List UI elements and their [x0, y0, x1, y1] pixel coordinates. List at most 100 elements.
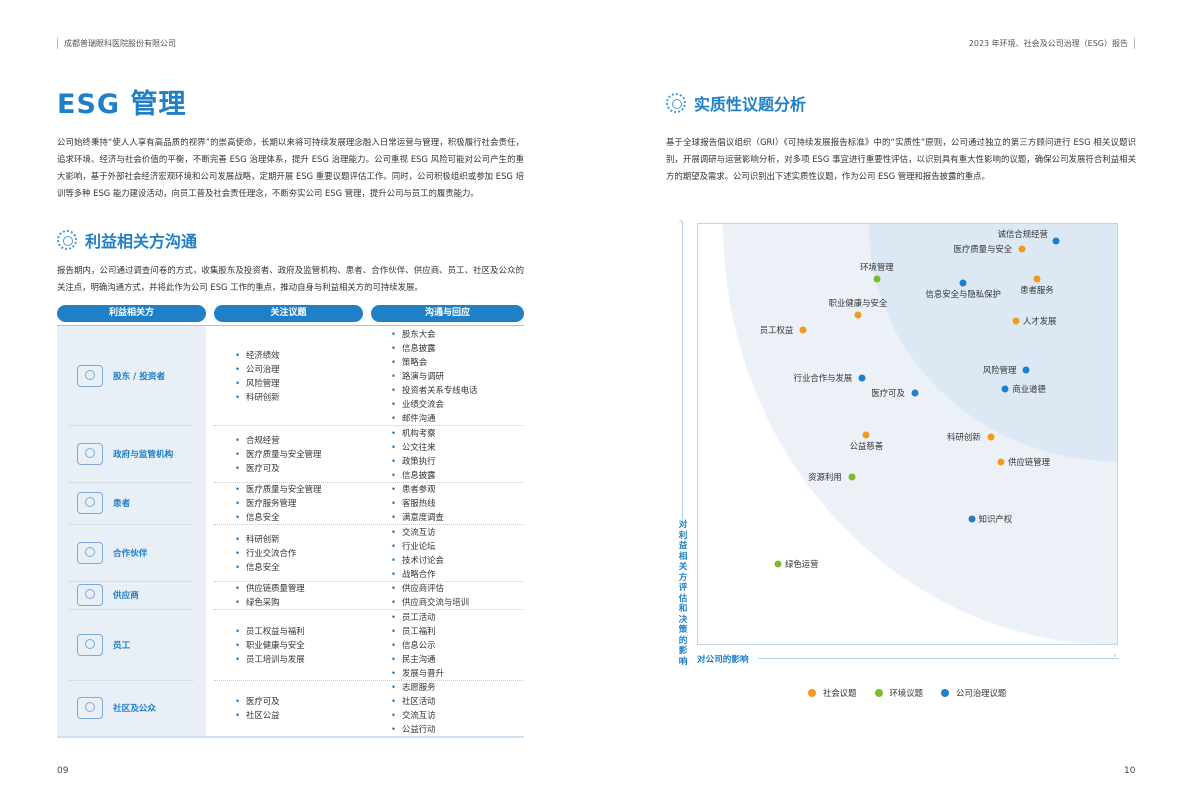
response-item: 员工福利	[391, 624, 444, 638]
topic-item: 合规经营	[235, 433, 321, 447]
response-item: 策略会	[391, 355, 477, 369]
data-point-label: 诚信合规经营	[997, 228, 1048, 239]
data-point	[873, 275, 881, 283]
y-axis-label: 对利益相关方评估和决策的影响	[677, 520, 689, 667]
data-point	[997, 458, 1005, 466]
response-item: 政策执行	[391, 454, 436, 468]
response-item: 邮件沟通	[391, 411, 477, 425]
table-row: 供应商 供应链质量管理绿色采购 供应商评估供应商交流与培训	[57, 581, 524, 609]
table-row: 政府与监管机构 合规经营医疗质量与安全管理医疗可及 机构考察公文往来政策执行信息披露	[57, 425, 524, 482]
data-point	[987, 433, 995, 441]
handshake-icon	[77, 541, 103, 564]
data-point	[848, 473, 856, 481]
materiality-matrix: 诚信合规经营 医疗质量与安全 环境管理 信息安全与隐私保护 患者服务 职业健康与安全 人才发…	[697, 223, 1118, 645]
topic-item: 科研创新	[235, 532, 296, 546]
topic-item: 供应链质量管理	[235, 581, 305, 595]
legend-item: 公司治理议题	[941, 687, 1006, 699]
legend-label: 社会议题	[823, 688, 857, 698]
data-point-label: 环境管理	[860, 261, 894, 272]
gear-icon	[57, 230, 77, 250]
stakeholder-name: 合作伙伴	[113, 548, 148, 559]
stakeholder-paragraph: 报告期内，公司通过调查问卷的方式，收集股东及投资者、政府及监管机构、患者、合作伙…	[57, 265, 524, 292]
topic-item: 员工培训与发展	[235, 652, 305, 666]
table-row: 合作伙伴 科研创新行业交流合作信息安全 交流互访行业论坛技术讨论会战略合作	[57, 524, 524, 581]
topic-item: 公司治理	[235, 362, 280, 376]
page-title: ESG 管理	[57, 89, 187, 120]
data-point-label: 知识产权	[978, 514, 1013, 525]
stakeholder-name: 患者	[113, 499, 131, 509]
topic-item: 医疗可及	[235, 694, 280, 708]
topic-item: 社区公益	[235, 708, 280, 722]
topic-item: 风险管理	[235, 376, 280, 390]
data-point-label: 职业健康与安全	[828, 297, 888, 308]
x-axis-label: 对公司的影响	[697, 655, 749, 665]
data-point	[774, 560, 782, 568]
topic-item: 医疗可及	[235, 461, 321, 475]
data-point-label: 医疗质量与安全	[953, 244, 1013, 255]
company-name: 成都普瑞眼科医院股份有限公司	[57, 38, 182, 49]
response-item: 信息披露	[391, 468, 436, 482]
data-point-label: 患者服务	[1020, 284, 1054, 295]
response-item: 员工活动	[391, 610, 444, 624]
data-point-label: 绿色运营	[784, 558, 819, 569]
response-item: 路演与调研	[391, 369, 477, 383]
response-item: 交流互访	[391, 708, 436, 722]
topic-item: 行业交流合作	[235, 546, 296, 560]
data-point-label: 行业合作与发展	[793, 373, 853, 384]
report-title: 2023 年环境、社会及公司治理（ESG）报告	[963, 38, 1135, 49]
response-item: 供应商交流与培训	[391, 595, 469, 609]
data-point-label: 风险管理	[982, 364, 1017, 375]
response-item: 供应商评估	[391, 581, 469, 595]
response-item: 满意度调查	[391, 510, 444, 524]
section-title: 实质性议题分析	[694, 95, 807, 114]
data-point	[1022, 366, 1030, 374]
response-item: 客服热线	[391, 496, 444, 510]
response-item: 民主沟通	[391, 652, 444, 666]
section-title: 利益相关方沟通	[85, 232, 198, 251]
legend-label: 公司治理议题	[956, 688, 1007, 698]
topic-item: 信息安全	[235, 560, 296, 574]
data-point	[858, 374, 866, 382]
data-point	[799, 326, 807, 333]
y-axis	[682, 222, 683, 652]
response-item: 交流互访	[391, 525, 444, 539]
stakeholder-name: 供应商	[113, 591, 139, 601]
response-item: 公益行动	[391, 722, 436, 736]
data-point	[959, 279, 967, 287]
response-item: 患者参观	[391, 482, 444, 496]
legend-label: 环境议题	[889, 688, 924, 698]
data-point-label: 商业道德	[1012, 383, 1046, 394]
stakeholder-name: 员工	[113, 640, 131, 651]
data-point-label: 资源利用	[808, 472, 842, 483]
response-item: 股东大会	[391, 327, 477, 341]
header-response: 沟通与回应	[371, 305, 524, 322]
response-item: 机构考察	[391, 426, 436, 440]
section-heading-stakeholder: 利益相关方沟通	[57, 228, 197, 252]
header-topics: 关注议题	[214, 305, 363, 322]
legend-dot-icon	[808, 689, 816, 697]
page-number-left: 09	[57, 766, 69, 776]
table-row: 患者 医疗质量与安全管理医疗服务管理信息安全 患者参观客服热线满意度调查	[57, 482, 524, 524]
data-point	[862, 431, 870, 439]
supplier-icon	[77, 584, 103, 606]
data-point	[1001, 385, 1009, 393]
response-item: 行业论坛	[391, 539, 444, 553]
topic-item: 医疗服务管理	[235, 496, 321, 510]
materiality-paragraph: 基于全球报告倡议组织（GRI）《可持续发展报告标准》中的“实质性”原则，公司通过…	[666, 137, 1136, 181]
response-item: 社区活动	[391, 694, 436, 708]
topic-item: 科研创新	[235, 390, 280, 404]
response-item: 发展与晋升	[391, 666, 444, 680]
table-row: 员工 员工权益与福利职业健康与安全员工培训与发展 员工活动员工福利信息公示民主沟通发…	[57, 609, 524, 680]
header-stakeholder: 利益相关方	[57, 305, 206, 322]
data-point	[1052, 237, 1060, 245]
gear-icon	[666, 93, 686, 113]
data-point	[911, 389, 919, 397]
topic-item: 医疗质量与安全管理	[235, 447, 321, 461]
section-heading-materiality: 实质性议题分析	[666, 91, 806, 115]
response-item: 信息披露	[391, 341, 477, 355]
data-point-label: 医疗可及	[871, 387, 905, 398]
data-point	[1033, 275, 1041, 283]
topic-item: 职业健康与安全	[235, 638, 305, 652]
topic-item: 医疗质量与安全管理	[235, 482, 321, 496]
topic-item: 绿色采购	[235, 595, 305, 609]
